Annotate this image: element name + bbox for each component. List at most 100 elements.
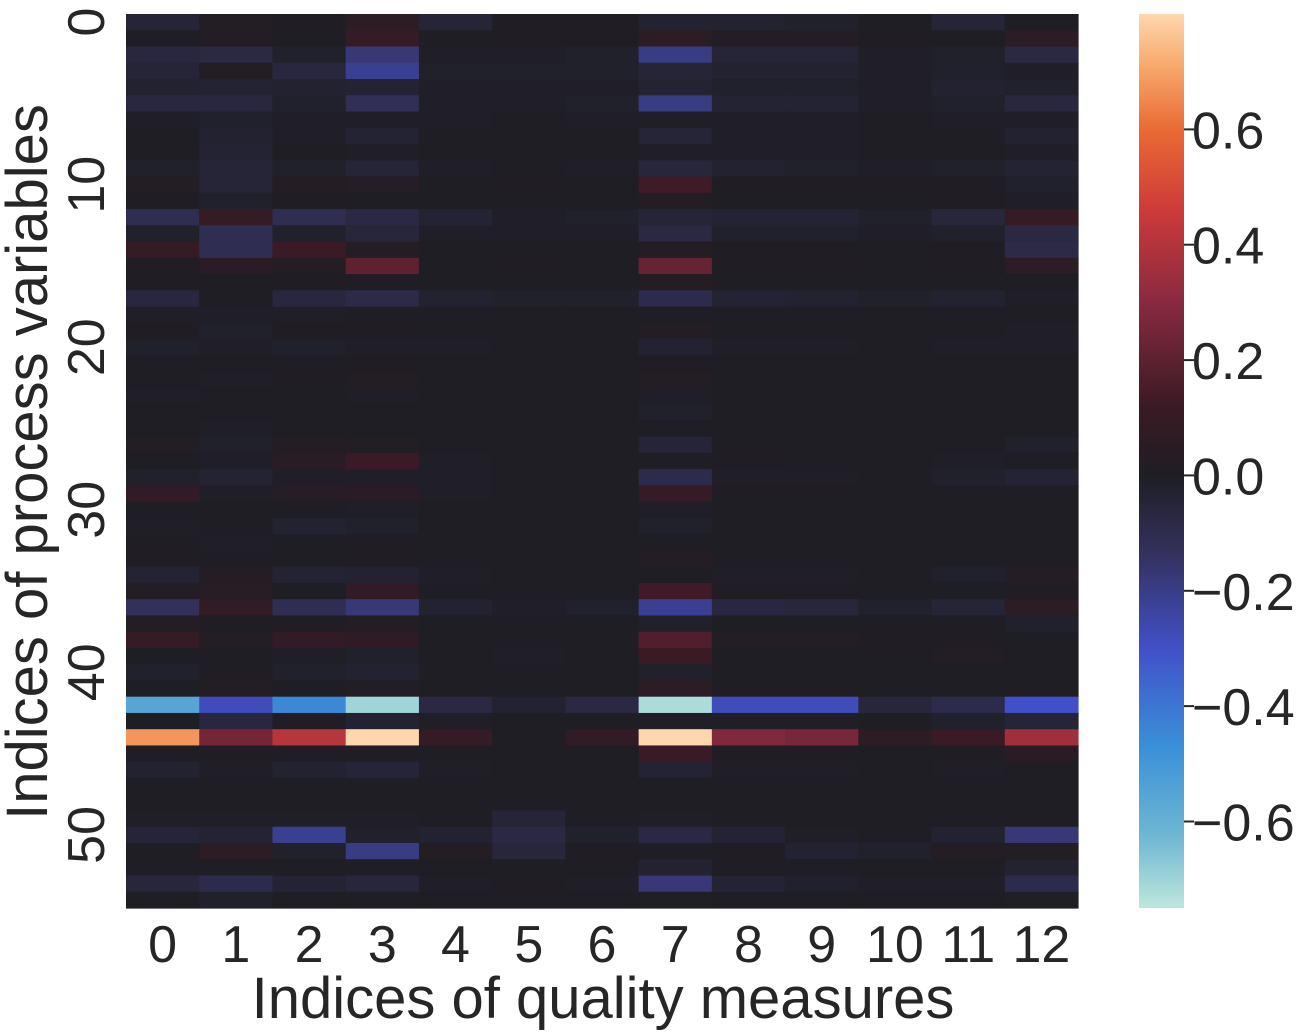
heatmap-cell	[1004, 322, 1079, 340]
heatmap-cell	[858, 144, 933, 161]
heatmap-cell	[199, 745, 274, 763]
heatmap-cell	[199, 14, 274, 31]
heatmap-cell	[785, 14, 859, 31]
heatmap-cell	[565, 290, 640, 308]
heatmap-cell	[345, 209, 420, 226]
heatmap-cell	[126, 712, 200, 730]
heatmap-cell	[565, 777, 640, 795]
heatmap-cell	[199, 859, 274, 877]
heatmap-cell	[199, 257, 274, 275]
heatmap-cell	[638, 144, 713, 161]
colorbar-tick-label: 0.2	[1192, 333, 1264, 391]
heatmap-cell	[1004, 257, 1079, 275]
heatmap-cell	[272, 160, 347, 178]
colorbar-tick-label: −0.6	[1192, 795, 1295, 853]
heatmap-cell	[1004, 647, 1079, 665]
heatmap-cell	[1004, 339, 1079, 356]
heatmap-cell	[199, 127, 274, 145]
heatmap-cell	[418, 712, 493, 730]
heatmap-cell	[418, 777, 493, 795]
heatmap-cell	[492, 241, 566, 259]
heatmap-cell	[345, 436, 420, 454]
heatmap-cell	[418, 566, 493, 584]
heatmap-cell	[1004, 745, 1079, 763]
heatmap-cell	[272, 485, 347, 503]
heatmap-cell	[638, 14, 713, 31]
heatmap-cell	[931, 582, 1006, 600]
heatmap-cell	[418, 452, 493, 470]
heatmap-cell	[126, 322, 200, 340]
heatmap-cell	[418, 257, 493, 275]
heatmap-cell	[858, 761, 933, 779]
heatmap-cell	[565, 436, 640, 454]
heatmap-cell	[565, 566, 640, 584]
heatmap-cell	[272, 647, 347, 665]
heatmap-cell	[1004, 729, 1079, 747]
heatmap-cell	[199, 306, 274, 324]
heatmap-cell	[126, 176, 200, 194]
heatmap-cell	[272, 257, 347, 275]
heatmap-cell	[858, 680, 933, 698]
heatmap-cell	[1004, 810, 1079, 828]
heatmap-cell	[345, 599, 420, 617]
heatmap-cell	[711, 842, 786, 860]
heatmap-cell	[711, 176, 786, 194]
heatmap-cell	[931, 647, 1006, 665]
heatmap-cell	[638, 777, 713, 795]
heatmap-cell	[858, 339, 933, 356]
heatmap-cell	[785, 62, 859, 80]
heatmap-cell	[126, 452, 200, 470]
x-tick-label: 6	[588, 916, 617, 974]
heatmap-cell	[785, 274, 859, 291]
heatmap-cell	[858, 290, 933, 308]
heatmap-cell	[418, 696, 493, 714]
heatmap-cell	[711, 647, 786, 665]
heatmap-cell	[858, 582, 933, 600]
heatmap-cell	[785, 209, 859, 226]
heatmap-cell	[199, 777, 274, 795]
heatmap-cell	[345, 95, 420, 113]
heatmap-cell	[638, 371, 713, 389]
heatmap-cell	[785, 859, 859, 877]
heatmap-cell	[492, 387, 566, 405]
heatmap-cell	[638, 209, 713, 226]
y-tick-label: 0	[58, 8, 116, 37]
x-axis-ticks: 0 1 2 3 4 5 6 7 8 9 10 11 12	[148, 916, 1070, 974]
heatmap-cell	[199, 647, 274, 665]
heatmap-cell	[199, 712, 274, 730]
heatmap-cell	[638, 436, 713, 454]
heatmap-cell	[858, 160, 933, 178]
heatmap-cell	[418, 30, 493, 48]
heatmap-cell	[785, 810, 859, 828]
heatmap-cell	[711, 859, 786, 877]
heatmap-cell	[638, 46, 713, 64]
heatmap-cell	[858, 550, 933, 568]
heatmap-cell	[785, 842, 859, 860]
heatmap-cell	[711, 420, 786, 438]
heatmap-cell	[638, 826, 713, 844]
heatmap-cell	[199, 355, 274, 373]
heatmap-cell	[565, 501, 640, 519]
heatmap-cell	[345, 30, 420, 48]
heatmap-cell	[418, 46, 493, 64]
heatmap-cell	[418, 176, 493, 194]
heatmap-cell	[345, 225, 420, 243]
heatmap-cell	[711, 274, 786, 291]
heatmap-cell	[345, 322, 420, 340]
heatmap-cell	[931, 306, 1006, 324]
heatmap-cell	[345, 127, 420, 145]
heatmap-cell	[638, 469, 713, 486]
heatmap-cell	[1004, 566, 1079, 584]
heatmap-cell	[858, 534, 933, 551]
heatmap-cell	[418, 127, 493, 145]
heatmap-cell	[418, 355, 493, 373]
heatmap-cell	[418, 339, 493, 356]
heatmap-cell	[345, 46, 420, 64]
heatmap-cell	[272, 371, 347, 389]
heatmap-cell	[638, 127, 713, 145]
heatmap-cell	[565, 355, 640, 373]
heatmap-cell	[418, 225, 493, 243]
heatmap-cell	[785, 355, 859, 373]
heatmap-cell	[126, 680, 200, 698]
heatmap-cell	[785, 582, 859, 600]
